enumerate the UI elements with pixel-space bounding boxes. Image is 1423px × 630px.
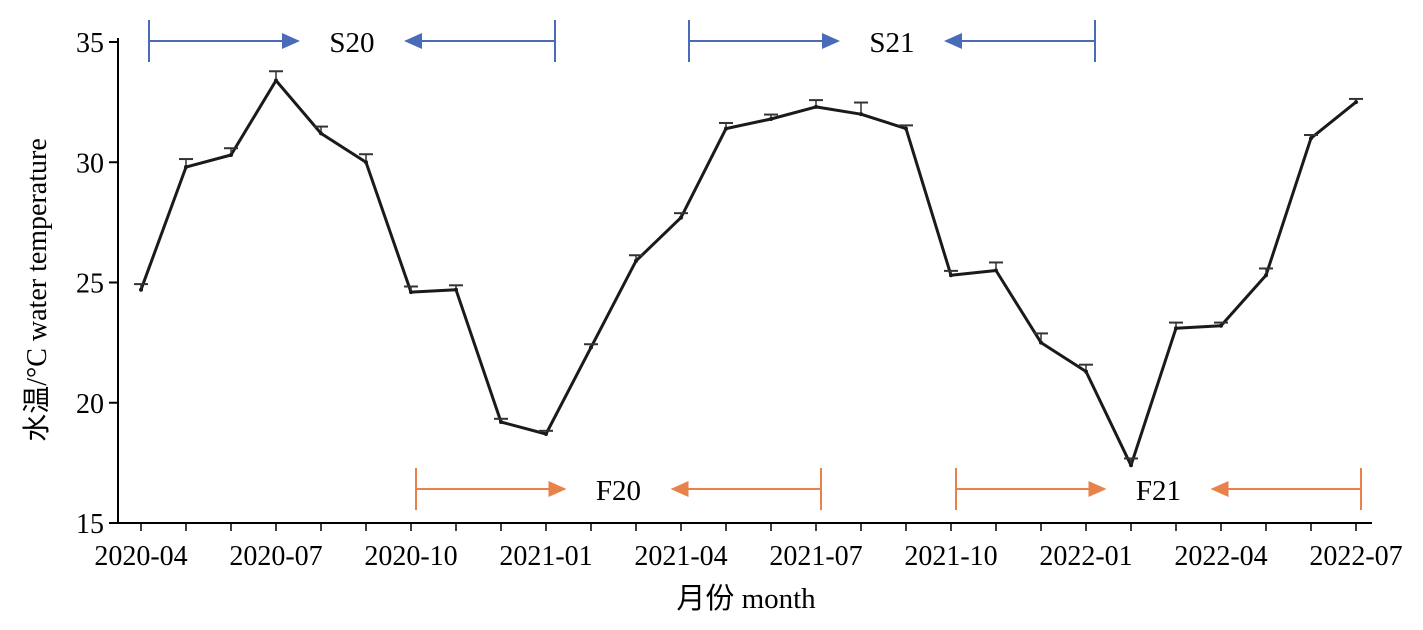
annotation-arrowhead <box>944 33 962 49</box>
error-bar <box>314 125 328 136</box>
x-axis: 2020-04 2020-07 2020-10 2021-01 2021-04 2021-… <box>94 522 1403 572</box>
error-bar <box>764 113 778 121</box>
annotation-label: F20 <box>596 475 641 507</box>
data-point <box>1219 323 1223 328</box>
error-bar <box>269 70 283 83</box>
data-point <box>544 432 548 437</box>
x-tick-label: 2020-10 <box>364 541 457 572</box>
annotation-arrowhead <box>1210 481 1229 497</box>
annotation-label: S21 <box>869 27 914 59</box>
error-bar <box>494 417 508 424</box>
data-point <box>589 345 593 350</box>
annotation-s21: S21 <box>688 20 1096 62</box>
error-bar <box>1259 267 1273 278</box>
x-tick-label: 2021-07 <box>769 541 862 572</box>
y-tick-label: 20 <box>76 389 104 420</box>
data-point <box>1039 340 1043 345</box>
y-tick-label: 35 <box>76 28 104 59</box>
error-bar <box>539 429 553 437</box>
error-bar <box>629 254 643 263</box>
x-tick-label: 2020-04 <box>94 541 187 572</box>
annotation-arrowhead <box>282 33 300 49</box>
x-tick-label: 2022-07 <box>1309 541 1402 572</box>
error-bar <box>944 269 958 278</box>
annotation-arrowhead <box>548 481 567 497</box>
data-point <box>949 273 953 278</box>
data-point <box>499 419 503 424</box>
period-annotations: S20 S21 F20 F21 <box>148 20 1362 510</box>
data-point <box>319 131 323 136</box>
error-bar <box>809 99 823 109</box>
data-point <box>814 104 818 109</box>
error-bar <box>224 147 238 158</box>
data-point <box>274 78 278 83</box>
error-bar <box>359 153 373 165</box>
annotation-f20: F20 <box>415 468 822 510</box>
y-axis: 15 20 25 30 35 <box>76 28 119 540</box>
error-bar <box>1079 363 1093 374</box>
annotation-label: S20 <box>329 27 374 59</box>
y-tick-label: 30 <box>76 148 104 179</box>
data-point <box>1354 100 1358 105</box>
annotation-f21: F21 <box>955 468 1362 510</box>
error-bar <box>1304 133 1318 141</box>
error-bar <box>1034 332 1048 345</box>
x-tick-label: 2022-04 <box>1174 541 1267 572</box>
error-bar <box>1349 97 1363 105</box>
error-bar <box>1169 321 1183 331</box>
error-bar <box>449 284 463 292</box>
data-point <box>1084 369 1088 374</box>
data-point <box>409 290 413 295</box>
error-bar <box>674 212 688 220</box>
data-point <box>769 116 773 121</box>
y-tick-label: 15 <box>76 509 104 540</box>
annotation-arrowhead <box>1088 481 1107 497</box>
error-bar <box>179 158 193 170</box>
error-bar <box>1214 321 1228 328</box>
error-bar <box>899 124 913 131</box>
annotation-arrowhead <box>670 481 689 497</box>
error-bar <box>1124 457 1138 468</box>
data-point <box>139 287 143 292</box>
data-point <box>904 126 908 131</box>
error-bar <box>134 283 148 292</box>
x-tick-label: 2021-01 <box>499 541 592 572</box>
x-tick-label: 2021-04 <box>634 541 727 572</box>
series-line <box>139 79 1357 467</box>
x-tick-label: 2021-10 <box>904 541 997 572</box>
data-point <box>679 215 683 220</box>
data-point <box>364 160 368 165</box>
y-tick-label: 25 <box>76 269 104 300</box>
x-tick-label: 2020-07 <box>229 541 322 572</box>
error-bar <box>584 343 598 350</box>
annotation-arrowhead <box>822 33 840 49</box>
data-point <box>634 258 638 263</box>
data-point <box>229 153 233 158</box>
data-point <box>724 126 728 131</box>
x-axis-label: 月份 month <box>676 582 816 615</box>
error-bar <box>854 101 868 117</box>
annotation-arrowhead <box>404 33 422 49</box>
series-water-temperature <box>134 70 1363 468</box>
data-point <box>184 165 188 170</box>
data-point <box>859 112 863 117</box>
annotation-label: F21 <box>1136 475 1181 507</box>
y-axis-label: 水温/°C water temperature <box>21 138 53 442</box>
data-point <box>454 287 458 292</box>
data-point <box>1309 136 1313 141</box>
data-point <box>1129 463 1133 468</box>
data-point <box>1264 273 1268 278</box>
error-bar <box>719 121 733 131</box>
x-tick-label: 2022-01 <box>1039 541 1132 572</box>
error-bar <box>404 285 418 295</box>
annotation-s20: S20 <box>148 20 556 62</box>
data-point <box>1174 326 1178 331</box>
error-bar <box>989 261 1003 273</box>
data-point <box>994 268 998 273</box>
